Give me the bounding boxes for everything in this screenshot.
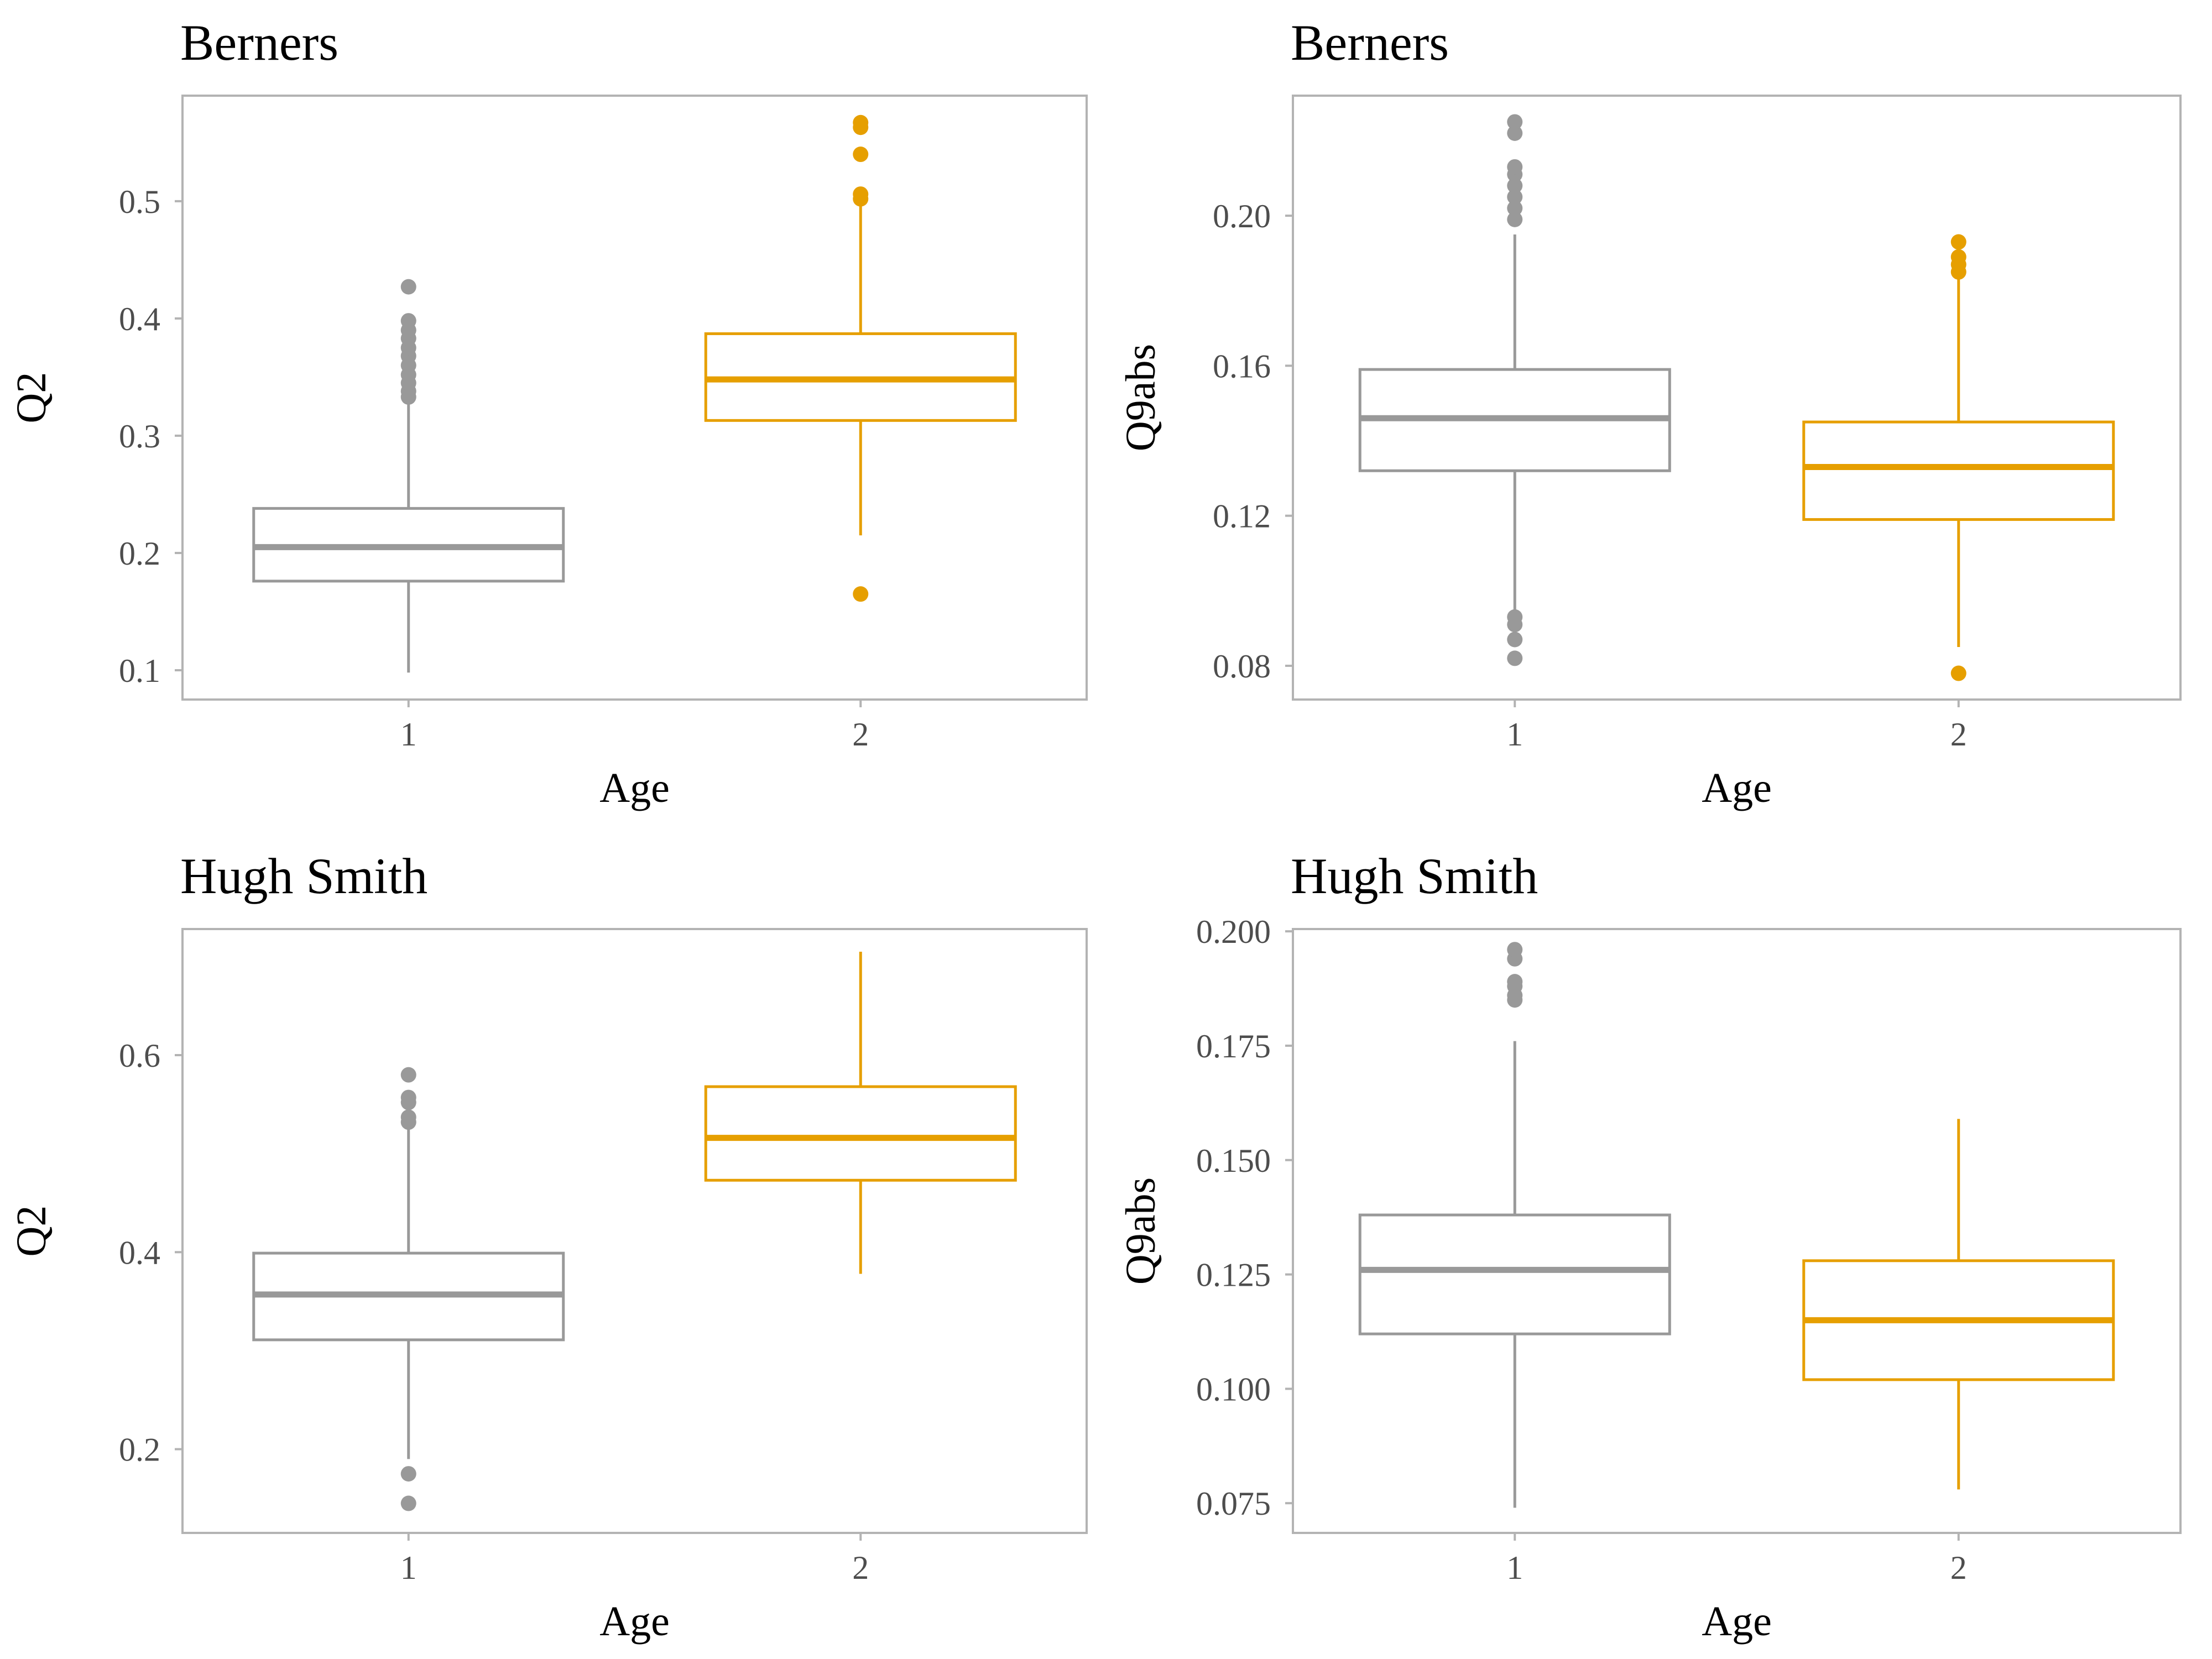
y-tick-label: 0.175: [1196, 1028, 1271, 1065]
outlier-point: [1507, 189, 1523, 205]
y-tick-label: 0.6: [119, 1037, 160, 1074]
panel-title: Berners: [1291, 14, 1449, 71]
y-axis-label: Q9abs: [1118, 1177, 1164, 1285]
x-axis-label: Age: [1702, 765, 1772, 811]
x-tick-label: 2: [852, 716, 869, 753]
outlier-point: [1507, 178, 1523, 194]
box-age-2: [1802, 1119, 2115, 1490]
x-tick-label: 1: [400, 1550, 417, 1586]
outlier-point: [1507, 200, 1523, 216]
box-age-1: [1358, 114, 1671, 666]
outlier-point: [1507, 942, 1523, 958]
box-age-1: [252, 1067, 565, 1511]
iqr-box: [1802, 420, 2115, 521]
y-axis-label: Q9abs: [1118, 344, 1164, 451]
box-age-2: [704, 951, 1017, 1274]
outlier-point: [400, 1089, 416, 1105]
x-tick-label: 1: [400, 716, 417, 753]
y-tick-label: 0.1: [119, 653, 160, 689]
outlier-point: [1507, 159, 1523, 175]
iqr-box: [1358, 1213, 1671, 1335]
y-axis-label: Q2: [8, 372, 55, 424]
y-tick-label: 0.200: [1196, 914, 1271, 950]
y-tick-label: 0.2: [119, 1432, 160, 1468]
y-tick-label: 0.12: [1213, 498, 1271, 535]
outlier-point: [1507, 211, 1523, 227]
box-age-1: [1358, 942, 1671, 1508]
outlier-point: [853, 586, 869, 602]
x-axis-label: Age: [599, 1598, 670, 1645]
y-tick-label: 0.20: [1213, 198, 1271, 234]
outlier-point: [400, 313, 416, 329]
outlier-point: [1950, 249, 1966, 265]
panel-title: Hugh Smith: [180, 848, 427, 904]
outlier-point: [1950, 665, 1966, 681]
outlier-point: [400, 279, 416, 295]
outlier-point: [1507, 974, 1523, 990]
x-axis-label: Age: [1702, 1598, 1772, 1645]
chart-panel-4: Hugh Smith 0.075 0.100 0.125 0.150 0.175 0.200…: [1118, 848, 2182, 1645]
iqr-box: [704, 1085, 1017, 1182]
panel-title: Berners: [180, 14, 338, 71]
panel-title: Hugh Smith: [1291, 848, 1538, 904]
y-tick-label: 0.16: [1213, 348, 1271, 384]
panel-border: [1292, 928, 2182, 1534]
outlier-point: [400, 1067, 416, 1083]
outlier-point: [1950, 234, 1966, 250]
outlier-point: [853, 114, 869, 131]
x-tick-label: 1: [1506, 1550, 1523, 1586]
x-tick-label: 1: [1506, 716, 1523, 753]
chart-panel-2: Berners 0.08 0.12 0.16 0.20 1 2 Age Q9abs: [1118, 14, 2182, 811]
y-tick-label: 0.075: [1196, 1485, 1271, 1522]
box-age-2: [704, 114, 1017, 602]
panel-border: [181, 95, 1088, 701]
x-tick-label: 2: [1950, 1550, 1967, 1586]
outlier-point: [1507, 609, 1523, 625]
x-axis-label: Age: [599, 765, 670, 811]
panel-border: [181, 928, 1088, 1534]
outlier-point: [400, 1109, 416, 1125]
box-age-1: [252, 279, 565, 673]
chart-panel-3: Hugh Smith 0.2 0.4 0.6 1 2 Age Q2: [8, 848, 1088, 1645]
outlier-point: [400, 1466, 416, 1482]
outlier-point: [400, 1495, 416, 1511]
outlier-point: [1507, 632, 1523, 648]
outlier-point: [1507, 125, 1523, 141]
outlier-point: [1507, 114, 1523, 130]
outlier-point: [853, 147, 869, 163]
y-tick-label: 0.125: [1196, 1257, 1271, 1293]
y-tick-label: 0.2: [119, 535, 160, 572]
outlier-point: [853, 186, 869, 202]
y-tick-label: 0.4: [119, 301, 160, 337]
x-tick-label: 2: [852, 1550, 869, 1586]
box-age-2: [1802, 234, 2115, 681]
outlier-point: [1507, 650, 1523, 666]
y-tick-label: 0.3: [119, 418, 160, 455]
y-axis-label: Q2: [8, 1206, 55, 1257]
panel-border: [1292, 95, 2182, 701]
y-tick-label: 0.150: [1196, 1142, 1271, 1179]
y-tick-label: 0.08: [1213, 648, 1271, 685]
chart-panel-1: Berners 0.1 0.2 0.3 0.4 0.5 1 2 Age Q2: [8, 14, 1088, 811]
y-tick-label: 0.5: [119, 184, 160, 220]
y-tick-label: 0.100: [1196, 1371, 1271, 1407]
y-tick-label: 0.4: [119, 1234, 160, 1271]
x-tick-label: 2: [1950, 716, 1967, 753]
